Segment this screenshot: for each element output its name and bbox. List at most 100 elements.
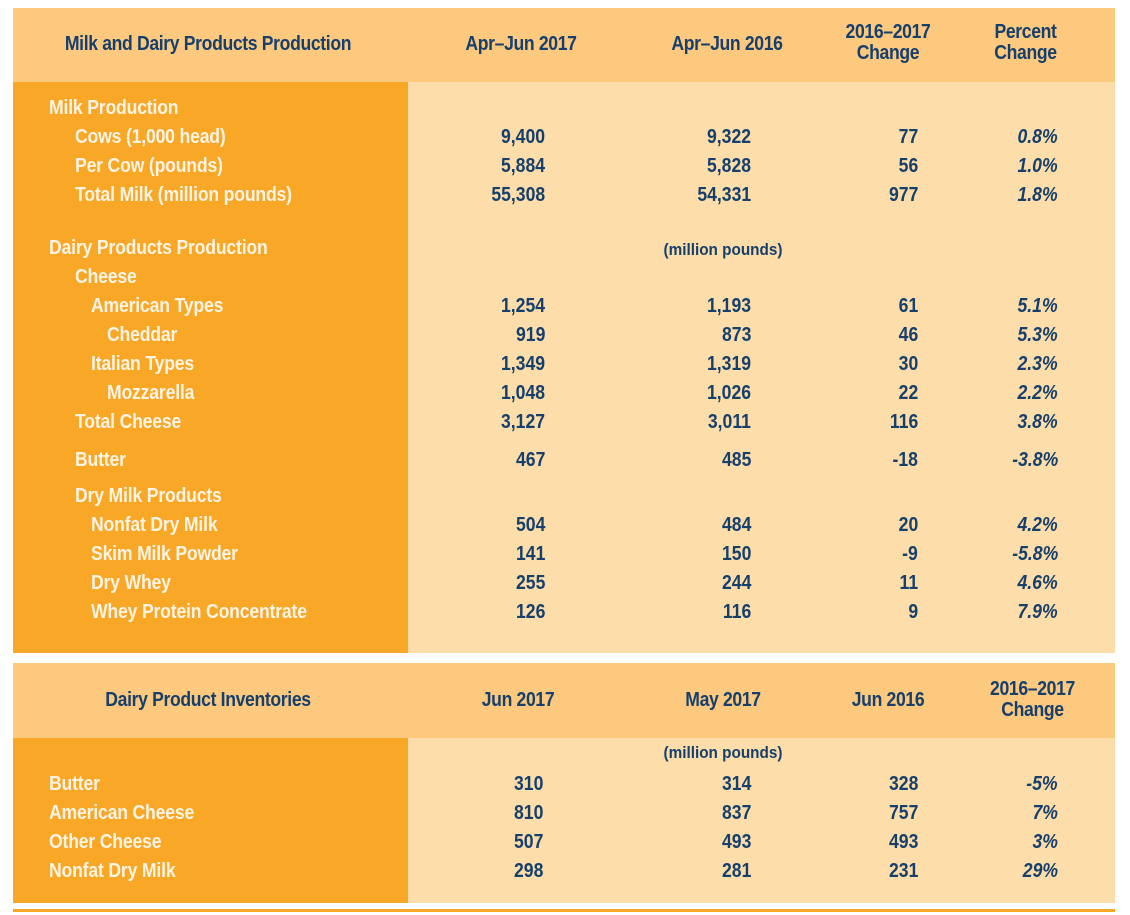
value-apr-jun-2017: 919 bbox=[515, 324, 545, 346]
row-label: Nonfat Dry Milk bbox=[91, 514, 218, 536]
label-column bbox=[13, 738, 408, 903]
value-apr-jun-2016: 1,026 bbox=[706, 382, 751, 404]
row-label: American Types bbox=[91, 295, 224, 317]
value-apr-jun-2016: 116 bbox=[722, 601, 751, 623]
value-percent-change: 5.1% bbox=[1017, 295, 1058, 317]
row-label: Butter bbox=[49, 773, 100, 795]
table-row: Total Milk (million pounds) 55,308 54,331 9… bbox=[13, 181, 1115, 210]
table-row: Butter 310 314 328 -5% bbox=[13, 770, 1115, 799]
value-percent-change: 4.6% bbox=[1017, 572, 1058, 594]
value-change: 46 bbox=[898, 324, 918, 346]
label-column bbox=[13, 82, 408, 653]
value-jun-2017: 310 bbox=[513, 773, 543, 795]
value-apr-jun-2017: 5,884 bbox=[500, 155, 545, 177]
col-apr-jun-2016: Apr–Jun 2016 bbox=[671, 33, 783, 55]
value-change: 29% bbox=[1022, 860, 1058, 882]
col-change: 2016–2017 Change bbox=[990, 678, 1075, 721]
value-change: 61 bbox=[898, 295, 918, 317]
table-row: American Cheese 810 837 757 7% bbox=[13, 799, 1115, 828]
value-percent-change: 0.8% bbox=[1017, 126, 1058, 148]
value-apr-jun-2016: 485 bbox=[721, 449, 751, 471]
inventories-header: Dairy Product Inventories Jun 2017 May 2… bbox=[13, 663, 1115, 738]
value-change: 3% bbox=[1032, 831, 1058, 853]
row-label: Dry Whey bbox=[91, 572, 171, 594]
row-label: Nonfat Dry Milk bbox=[49, 860, 176, 882]
value-apr-jun-2016: 244 bbox=[721, 572, 751, 594]
value-change: 77 bbox=[898, 126, 918, 148]
value-jun-2017: 810 bbox=[513, 802, 543, 824]
value-apr-jun-2016: 9,322 bbox=[706, 126, 751, 148]
value-jun-2016: 757 bbox=[888, 802, 918, 824]
value-may-2017: 314 bbox=[721, 773, 751, 795]
table-row: Other Cheese 507 493 493 3% bbox=[13, 828, 1115, 857]
value-may-2017: 837 bbox=[721, 802, 751, 824]
value-change: 116 bbox=[889, 411, 918, 433]
value-apr-jun-2017: 9,400 bbox=[500, 126, 545, 148]
value-percent-change: -5.8% bbox=[1012, 543, 1058, 565]
inventories-title: Dairy Product Inventories bbox=[105, 689, 311, 711]
value-change: 7% bbox=[1032, 802, 1058, 824]
value-apr-jun-2016: 873 bbox=[721, 324, 751, 346]
value-percent-change: 1.0% bbox=[1017, 155, 1058, 177]
value-percent-change: 7.9% bbox=[1017, 601, 1058, 623]
value-percent-change: -3.8% bbox=[1012, 449, 1058, 471]
table-row: Whey Protein Concentrate 126 116 9 7.9% bbox=[13, 598, 1115, 627]
value-apr-jun-2017: 1,349 bbox=[500, 353, 545, 375]
row-label: Mozzarella bbox=[107, 382, 195, 404]
value-jun-2016: 328 bbox=[888, 773, 918, 795]
row-label: Per Cow (pounds) bbox=[75, 155, 223, 177]
table-row: Cheese bbox=[13, 263, 1115, 292]
value-change: 977 bbox=[888, 184, 918, 206]
value-percent-change: 1.8% bbox=[1017, 184, 1058, 206]
row-label: Total Cheese bbox=[75, 411, 182, 433]
value-apr-jun-2016: 54,331 bbox=[697, 184, 751, 206]
bottom-rule bbox=[13, 909, 1115, 912]
value-apr-jun-2017: 126 bbox=[515, 601, 545, 623]
row-label: American Cheese bbox=[49, 802, 195, 824]
value-apr-jun-2016: 1,193 bbox=[706, 295, 751, 317]
table-row: Butter 467 485 -18 -3.8% bbox=[13, 446, 1115, 475]
value-change: 22 bbox=[898, 382, 918, 404]
col-jun-2016: Jun 2016 bbox=[851, 689, 925, 711]
value-jun-2016: 493 bbox=[888, 831, 918, 853]
value-change: -18 bbox=[892, 449, 918, 471]
table-row: Cows (1,000 head) 9,400 9,322 77 0.8% bbox=[13, 123, 1115, 152]
value-jun-2017: 507 bbox=[513, 831, 543, 853]
table-row: Cheddar 919 873 46 5.3% bbox=[13, 321, 1115, 350]
row-label: Dry Milk Products bbox=[75, 485, 222, 507]
value-jun-2017: 298 bbox=[513, 860, 543, 882]
value-change: 30 bbox=[898, 353, 918, 375]
row-label: Skim Milk Powder bbox=[91, 543, 238, 565]
row-label: Italian Types bbox=[91, 353, 195, 375]
row-label: Cheese bbox=[75, 266, 137, 288]
unit-note: (million pounds) bbox=[663, 240, 783, 259]
col-change: 2016–2017 Change bbox=[845, 21, 931, 64]
table-row: Mozzarella 1,048 1,026 22 2.2% bbox=[13, 379, 1115, 408]
row-label: Total Milk (million pounds) bbox=[75, 184, 292, 206]
table-row: Milk Production bbox=[13, 94, 1115, 123]
value-apr-jun-2017: 467 bbox=[515, 449, 545, 471]
production-body: (million pounds) Milk Production Cows (1,… bbox=[13, 82, 1115, 653]
row-label: Cows (1,000 head) bbox=[75, 126, 226, 148]
unit-note: (million pounds) bbox=[663, 743, 783, 762]
value-percent-change: 3.8% bbox=[1017, 411, 1058, 433]
value-change: -9 bbox=[902, 543, 918, 565]
value-percent-change: 4.2% bbox=[1017, 514, 1058, 536]
table-row: Dry Milk Products bbox=[13, 482, 1115, 511]
row-label: Cheddar bbox=[107, 324, 178, 346]
row-label: Milk Production bbox=[49, 97, 179, 119]
value-apr-jun-2017: 3,127 bbox=[500, 411, 545, 433]
row-label: Whey Protein Concentrate bbox=[91, 601, 307, 623]
table-row: Nonfat Dry Milk 298 281 231 29% bbox=[13, 857, 1115, 886]
value-jun-2016: 231 bbox=[888, 860, 918, 882]
value-percent-change: 2.2% bbox=[1017, 382, 1058, 404]
value-apr-jun-2016: 1,319 bbox=[706, 353, 751, 375]
value-may-2017: 493 bbox=[721, 831, 751, 853]
col-jun-2017: Jun 2017 bbox=[481, 689, 555, 711]
table-row: Skim Milk Powder 141 150 -9 -5.8% bbox=[13, 540, 1115, 569]
value-apr-jun-2017: 1,254 bbox=[500, 295, 545, 317]
value-change: 9 bbox=[908, 601, 918, 623]
col-may-2017: May 2017 bbox=[685, 689, 761, 711]
value-change: 20 bbox=[898, 514, 918, 536]
table-row: American Types 1,254 1,193 61 5.1% bbox=[13, 292, 1115, 321]
